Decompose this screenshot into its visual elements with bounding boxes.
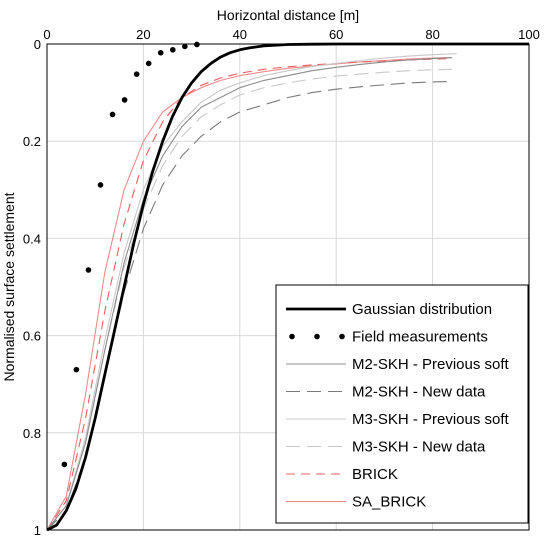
y-tick-label: 0.8 [23, 426, 41, 441]
legend-marker-field-measurements [339, 333, 345, 340]
legend-label-m2-skh-new-data: M2-SKH - New data [352, 384, 486, 401]
field-measurement-point [157, 49, 164, 56]
x-tick-label: 100 [518, 27, 540, 42]
y-tick-label: 0 [34, 37, 41, 52]
x-tick-label: 20 [136, 27, 150, 42]
legend-label-sa-brick: SA_BRICK [352, 494, 426, 511]
field-measurement-point [109, 111, 116, 118]
field-measurement-point [61, 461, 68, 468]
plot-frame [46, 43, 530, 531]
series-line-m3-skh-new-data [46, 68, 452, 531]
legend-label-field-measurements: Field measurements [352, 329, 488, 346]
field-measurement-point [73, 366, 80, 373]
field-measurement-point [182, 43, 188, 50]
field-measurement-point [133, 71, 140, 77]
legend-box [275, 284, 529, 524]
legend-marker-field-measurements [314, 333, 320, 340]
series-line-m2-skh-new-data [46, 80, 452, 531]
legend-label-m2-skh-previous-soft: M2-SKH - Previous soft [352, 356, 510, 373]
series-line-brick [46, 58, 452, 531]
legend-marker-field-measurements [289, 333, 295, 340]
legend-label-m3-skh-new-data: M3-SKH - New data [352, 439, 486, 456]
legend-label-gaussian-distribution: Gaussian distribution [352, 301, 492, 318]
series-line-m3-skh-previous-soft [46, 53, 457, 531]
y-tick-label: 0.6 [23, 329, 41, 344]
legend-label-brick: BRICK [352, 466, 398, 483]
x-tick-label: 60 [329, 27, 343, 42]
y-axis-title: Normalised surface settlement [1, 192, 17, 381]
x-tick-label: 0 [43, 27, 50, 42]
legend-label-m3-skh-previous-soft: M3-SKH - Previous soft [352, 411, 510, 428]
x-tick-label: 40 [233, 27, 247, 42]
field-measurement-point [121, 97, 128, 103]
field-measurement-point [170, 47, 176, 53]
field-measurement-point [85, 267, 92, 273]
legend: Gaussian distribution Field measurements M… [275, 284, 529, 524]
y-tick-label: 0.2 [23, 134, 41, 149]
series-line-m2-skh-previous-soft [46, 57, 452, 531]
y-tick-label: 0.4 [23, 231, 41, 246]
series-field-measurements [61, 41, 200, 468]
x-tick-label: 80 [425, 27, 439, 42]
y-tick-label: 1 [34, 523, 41, 538]
x-axis-title: Horizontal distance [m] [217, 7, 359, 23]
field-measurement-point [145, 60, 152, 67]
field-measurement-point [97, 182, 104, 188]
tick-labels: 0 20 40 60 80 100 0 0.2 0.4 0.6 0.8 1 [23, 27, 540, 538]
